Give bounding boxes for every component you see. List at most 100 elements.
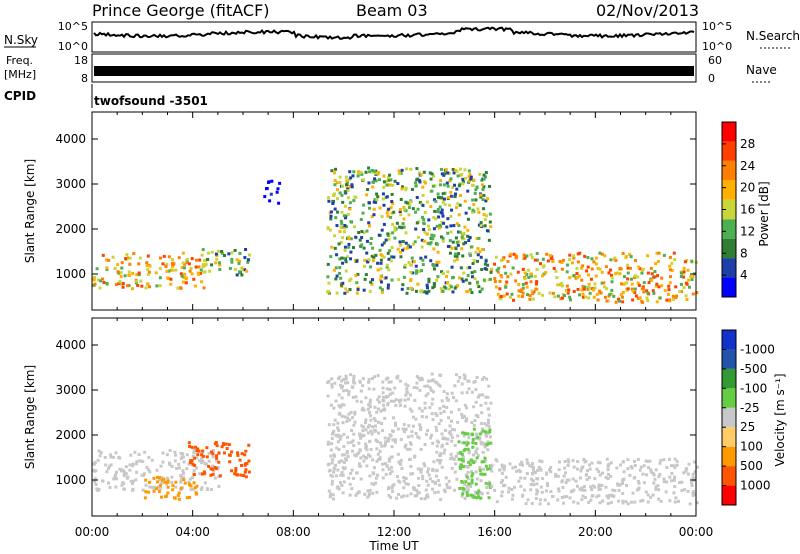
scatter-cell xyxy=(512,252,516,256)
scatter-cell xyxy=(512,485,516,489)
scatter-cell xyxy=(596,267,600,271)
scatter-cell xyxy=(339,405,343,409)
scatter-cell xyxy=(437,226,441,230)
scatter-cell xyxy=(690,484,694,488)
scatter-cell xyxy=(398,240,402,244)
scatter-cell xyxy=(424,432,428,436)
scatter-cell xyxy=(350,468,354,472)
scatter-cell xyxy=(494,458,498,462)
scatter-cell xyxy=(433,491,437,495)
scatter-cell xyxy=(523,476,527,480)
scatter-cell xyxy=(482,177,486,181)
scatter-cell xyxy=(199,268,203,272)
scatter-cell xyxy=(399,398,403,402)
scatter-cell xyxy=(393,179,397,183)
scatter-cell xyxy=(475,447,479,451)
scatter-cell xyxy=(326,227,330,231)
scatter-cell xyxy=(400,168,404,172)
scatter-cell xyxy=(108,485,112,489)
scatter-cell xyxy=(631,491,635,495)
scatter-cell xyxy=(330,169,334,173)
scatter-cell xyxy=(349,440,353,444)
scatter-cell xyxy=(662,458,666,462)
scatter-cell xyxy=(439,167,443,171)
scatter-cell xyxy=(358,464,362,468)
scatter-cell xyxy=(96,488,100,492)
scatter-cell xyxy=(481,188,485,192)
scatter-cell xyxy=(141,460,145,464)
scatter-cell xyxy=(398,400,402,404)
scatter-cell xyxy=(103,456,107,460)
scatter-cell xyxy=(460,494,464,498)
scatter-cell xyxy=(411,415,415,419)
scatter-cell xyxy=(399,462,403,466)
scatter-cell xyxy=(383,462,387,466)
scatter-cell xyxy=(217,484,221,488)
scatter-cell xyxy=(243,256,247,260)
scatter-cell xyxy=(406,482,410,486)
scatter-cell xyxy=(331,199,335,203)
scatter-cell xyxy=(600,483,604,487)
scatter-cell xyxy=(190,272,194,276)
scatter-cell xyxy=(533,274,537,278)
scatter-cell xyxy=(352,246,356,250)
scatter-cell xyxy=(177,491,181,495)
scatter-cell xyxy=(375,198,379,202)
scatter-cell xyxy=(514,256,518,260)
scatter-cell xyxy=(413,398,417,402)
scatter-cell xyxy=(674,496,678,500)
scatter-cell xyxy=(462,271,466,275)
scatter-cell xyxy=(344,374,348,378)
scatter-cell xyxy=(419,256,423,260)
scatter-cell xyxy=(449,194,453,198)
scatter-cell xyxy=(173,450,177,454)
scatter-cell xyxy=(346,381,350,385)
scatter-cell xyxy=(337,242,341,246)
scatter-cell xyxy=(474,432,478,436)
scatter-cell xyxy=(673,466,677,470)
scatter-cell xyxy=(461,490,465,494)
scatter-cell xyxy=(654,468,658,472)
scatter-cell xyxy=(568,253,572,257)
scatter-cell xyxy=(372,213,376,217)
scatter-cell xyxy=(375,192,379,196)
scatter-cell xyxy=(121,282,125,286)
scatter-cell xyxy=(656,274,660,278)
scatter-cell xyxy=(508,254,512,258)
scatter-cell xyxy=(470,271,474,275)
scatter-cell xyxy=(431,390,435,394)
scatter-cell xyxy=(609,461,613,465)
scatter-cell xyxy=(386,283,390,287)
y-tick-label: 1000 xyxy=(55,473,86,487)
scatter-cell xyxy=(160,478,164,482)
scatter-cell xyxy=(342,226,346,230)
scatter-cell xyxy=(122,473,126,477)
scatter-cell xyxy=(484,395,488,399)
scatter-cell xyxy=(207,251,211,255)
scatter-cell xyxy=(432,216,436,220)
scatter-cell xyxy=(421,203,425,207)
scatter-cell xyxy=(113,267,117,271)
scatter-cell xyxy=(442,390,446,394)
scatter-cell xyxy=(390,255,394,259)
scatter-cell xyxy=(374,481,378,485)
scatter-cell xyxy=(399,255,403,259)
scatter-cell xyxy=(410,187,414,191)
scatter-cell xyxy=(269,192,273,196)
scatter-cell xyxy=(429,177,433,181)
scatter-cell xyxy=(485,443,489,447)
scatter-cell xyxy=(427,277,431,281)
scatter-cell xyxy=(469,175,473,179)
scatter-cell xyxy=(139,279,143,283)
scatter-cell xyxy=(400,185,404,189)
scatter-cell xyxy=(474,482,478,486)
scatter-cell xyxy=(581,494,585,498)
scatter-cell xyxy=(471,210,475,214)
scatter-cell xyxy=(397,492,401,496)
scatter-cell xyxy=(593,477,597,481)
scatter-cell xyxy=(390,455,394,459)
scatter-cell xyxy=(450,427,454,431)
scatter-cell xyxy=(445,405,449,409)
scatter-cell xyxy=(340,386,344,390)
scatter-cell xyxy=(380,290,384,294)
